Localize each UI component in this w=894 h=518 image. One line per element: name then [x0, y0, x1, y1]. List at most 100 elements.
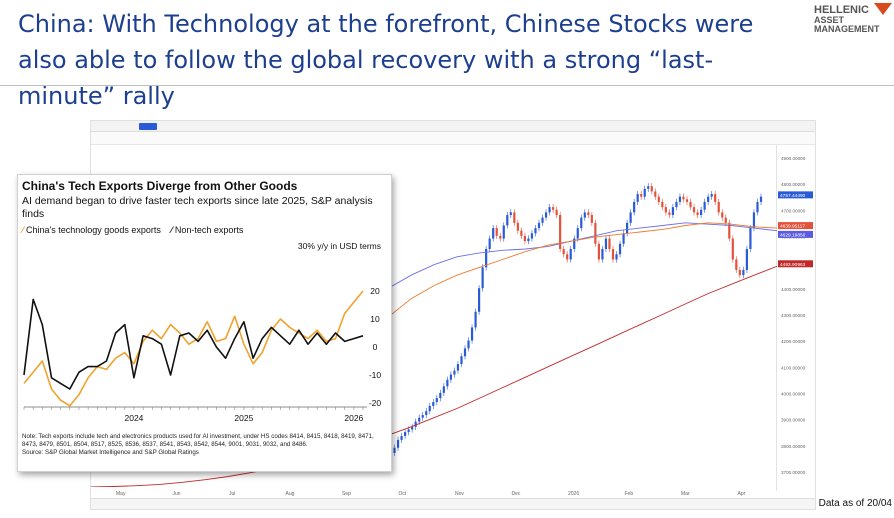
candle-body — [735, 259, 738, 270]
candle-body — [463, 348, 467, 357]
price-tick-label: 4000.00000 — [781, 391, 806, 396]
price-axis-svg: 4900.000004800.000004700.000004600.00000… — [778, 156, 813, 475]
candle-body — [541, 217, 544, 223]
candle-body — [696, 212, 699, 215]
candle-body — [664, 207, 667, 213]
logo-line-1: HELLENIC — [814, 4, 869, 16]
inset-plot: 20 10 0 -10 -20 2024 2025 2026 — [23, 286, 382, 423]
candle-body — [492, 228, 495, 239]
candle-body — [523, 235, 527, 242]
candle-body — [509, 212, 512, 215]
candle-body — [555, 209, 558, 215]
candle-body — [474, 311, 477, 328]
price-label-text: 4629.19856 — [780, 232, 806, 238]
candle-body — [759, 196, 763, 202]
candle-body — [608, 238, 611, 249]
candle-body — [657, 196, 660, 202]
candle-body — [499, 235, 502, 239]
inset-chart-title: China's Tech Exports Diverge from Other … — [22, 179, 298, 193]
candle-body — [640, 194, 643, 197]
candle-body — [513, 212, 516, 223]
inset-y-tick-label: -20 — [369, 398, 382, 408]
candle-body — [527, 238, 530, 242]
candle-body — [633, 201, 636, 213]
candle-body — [742, 269, 745, 276]
date-axis: May Jun Jul Aug Sep Oct Nov Dec 2026 Feb Mar Apr — [116, 491, 746, 497]
candle-body — [685, 199, 689, 202]
candle-body — [477, 288, 481, 312]
candle-body — [425, 411, 428, 416]
candle-body — [699, 209, 703, 215]
inset-note: Note: Tech exports include tech and elec… — [22, 433, 384, 456]
legend-label-nontech: Non-tech exports — [174, 225, 244, 235]
inset-y-tick-label: -10 — [369, 370, 382, 380]
candle-body — [721, 212, 724, 218]
price-label-badge — [778, 222, 813, 230]
date-tick-label: Jul — [229, 491, 235, 497]
logo-triangle-icon — [874, 3, 892, 15]
candle-body — [625, 222, 629, 234]
candle-body — [506, 215, 509, 226]
candle-body — [520, 230, 523, 236]
candle-body — [668, 212, 671, 215]
candle-body — [587, 212, 590, 215]
active-symbol-tab[interactable] — [139, 123, 157, 130]
candle-body — [432, 402, 435, 406]
candle-body — [548, 207, 551, 213]
legend-swatch-tech: ⁄ — [22, 225, 24, 235]
price-tick-label: 4800.00000 — [781, 182, 806, 187]
legend-label-tech: China's technology goods exports — [26, 225, 161, 235]
candle-body — [411, 426, 414, 430]
candle-body — [654, 191, 657, 197]
legend-swatch-nontech: ⁄ — [170, 225, 173, 235]
date-tick-label: Mar — [681, 491, 690, 497]
company-logo: HELLENIC ASSET MANAGEMENT — [814, 3, 892, 39]
candle-body — [724, 217, 727, 223]
candle-body — [752, 212, 756, 229]
date-tick-label: May — [116, 491, 126, 497]
inset-y-tick-label: 0 — [373, 342, 378, 352]
date-tick-label: 2026 — [568, 491, 579, 497]
price-tick-label: 4400.00000 — [781, 287, 806, 292]
date-tick-label: Aug — [286, 491, 295, 497]
candle-body — [703, 201, 706, 210]
candle-body — [749, 228, 752, 249]
price-label-badge — [778, 230, 813, 238]
candle-body — [728, 222, 731, 239]
candle-body — [439, 392, 442, 399]
candle-body — [488, 238, 491, 249]
price-tick-label: 4900.00000 — [781, 156, 806, 161]
candle-body — [671, 207, 675, 215]
date-tick-label: Apr — [738, 491, 746, 497]
date-tick-label: Jun — [173, 491, 181, 497]
candle-body — [495, 228, 498, 236]
candle-body — [650, 186, 653, 192]
candle-body — [467, 340, 470, 349]
candle-body — [470, 327, 474, 341]
candle-body — [446, 379, 449, 387]
title-divider — [0, 85, 894, 86]
candle-body — [738, 269, 741, 276]
candle-body — [442, 386, 445, 393]
candle-body — [485, 249, 488, 268]
price-tick-label: 4200.00000 — [781, 339, 806, 344]
price-tick-label: 4100.00000 — [781, 365, 806, 370]
candlestick-plot — [91, 183, 777, 487]
candle-body — [573, 238, 576, 249]
candle-body — [594, 222, 597, 244]
candle-body — [435, 398, 438, 402]
candle-body — [745, 249, 749, 270]
inset-y-tick-label: 10 — [370, 314, 380, 324]
candle-body — [421, 415, 424, 418]
candle-body — [562, 249, 565, 255]
date-tick-label: Sep — [342, 491, 351, 497]
candle-body — [537, 222, 541, 229]
data-as-of: Data as of 20/04 — [818, 498, 892, 509]
candle-body — [449, 374, 453, 380]
candle-body — [717, 201, 720, 213]
candle-body — [530, 233, 534, 239]
candle-body — [396, 439, 400, 448]
date-tick-label: Feb — [625, 491, 634, 497]
timeframe-bar — [91, 498, 815, 509]
price-tick-label: 4700.00000 — [781, 208, 806, 213]
